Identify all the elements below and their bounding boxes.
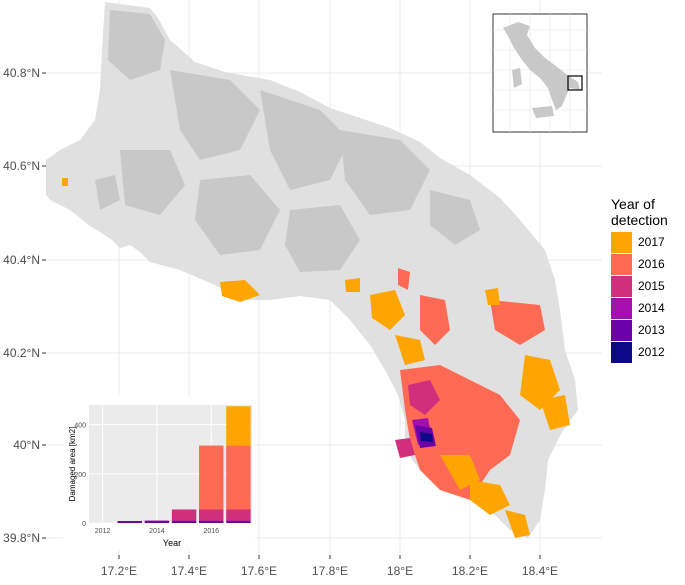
inset-xtick-label: 2014 [149,528,165,535]
lat-label: 40.6°N [3,159,40,173]
lon-label: 18.2°E [452,564,488,578]
lat-label: 40°N [13,438,40,452]
inset-ylabel: Damaged area [km2] [68,427,77,502]
legend-label: 2012 [638,345,665,359]
legend-item: 2014 [611,298,683,320]
lon-label: 17.2°E [101,564,137,578]
legend-swatch [611,320,632,341]
inset-ytick-label: 200 [74,472,86,479]
italy-locator-inset [492,13,588,133]
inset-xtick-label: 2016 [203,528,219,535]
inset-bar-segment-2016-year-2016 [199,445,224,510]
inset-xlabel: Year [163,538,181,548]
legend-label: 2017 [638,235,665,249]
olive-grove-areas [95,10,480,272]
inset-xtick-label: 2012 [95,528,111,535]
legend-item: 2012 [611,342,683,364]
inset-bar-segment-2015-year-2016 [199,509,224,521]
legend-label: 2015 [638,279,665,293]
inset-bar-segment-2013-year-2015 [171,521,197,523]
inset-bar-segment-2017-year-2017 [226,406,251,446]
inset-bar-segment-2016-year-2017 [226,445,251,510]
legend-title-line1: Year of [611,196,655,212]
legend-swatch [611,342,632,363]
lat-label: 40.4°N [3,253,40,267]
inset-bar-segment-2013-year-2016 [199,521,224,523]
lon-label: 18.4°E [522,564,558,578]
legend-swatch [611,232,632,253]
inset-bar-segment-2013-year-2013 [117,521,142,523]
lat-label: 40.8°N [3,66,40,80]
legend-swatch [611,298,632,319]
lon-label: 18°E [387,564,413,578]
damage-2012-patches [420,432,433,442]
lon-label: 17.4°E [171,564,207,578]
inset-bar-segment-2013-year-2014 [144,521,170,523]
legend-item: 2013 [611,320,683,342]
legend-label: 2013 [638,323,665,337]
lat-label: 40.2°N [3,346,40,360]
inset-bar-chart: 0 200 400 2012 2014 2016 Year Damaged area [… [63,395,255,550]
damage-2017-patches [62,178,570,538]
inset-bar-segment-2015-year-2017 [226,509,251,521]
inset-bar-segment-2013-year-2017 [226,521,251,523]
map-legend: Year of detection 2017 2016 2015 2014 20… [611,196,683,363]
legend-swatch [611,254,632,275]
legend-label: 2014 [638,301,665,315]
legend-item: 2016 [611,254,683,276]
legend-swatch [611,276,632,297]
legend-item: 2017 [611,232,683,254]
lat-label: 39.8°N [3,531,40,545]
inset-ytick-label: 0 [82,521,86,528]
legend-label: 2016 [638,257,665,271]
damage-2015-patches [395,380,440,458]
legend-item: 2015 [611,276,683,298]
longitude-axis: 17.2°E 17.4°E 17.6°E 17.8°E 18°E 18.2°E … [101,555,558,578]
lon-label: 17.8°E [312,564,348,578]
latitude-axis: 40.8°N 40.6°N 40.4°N 40.2°N 40°N 39.8°N [3,66,46,545]
inset-ytick-label: 400 [74,423,86,430]
legend-title-line2: detection [611,212,668,228]
lon-label: 17.6°E [241,564,277,578]
inset-bar-segment-2015-year-2015 [171,509,197,521]
